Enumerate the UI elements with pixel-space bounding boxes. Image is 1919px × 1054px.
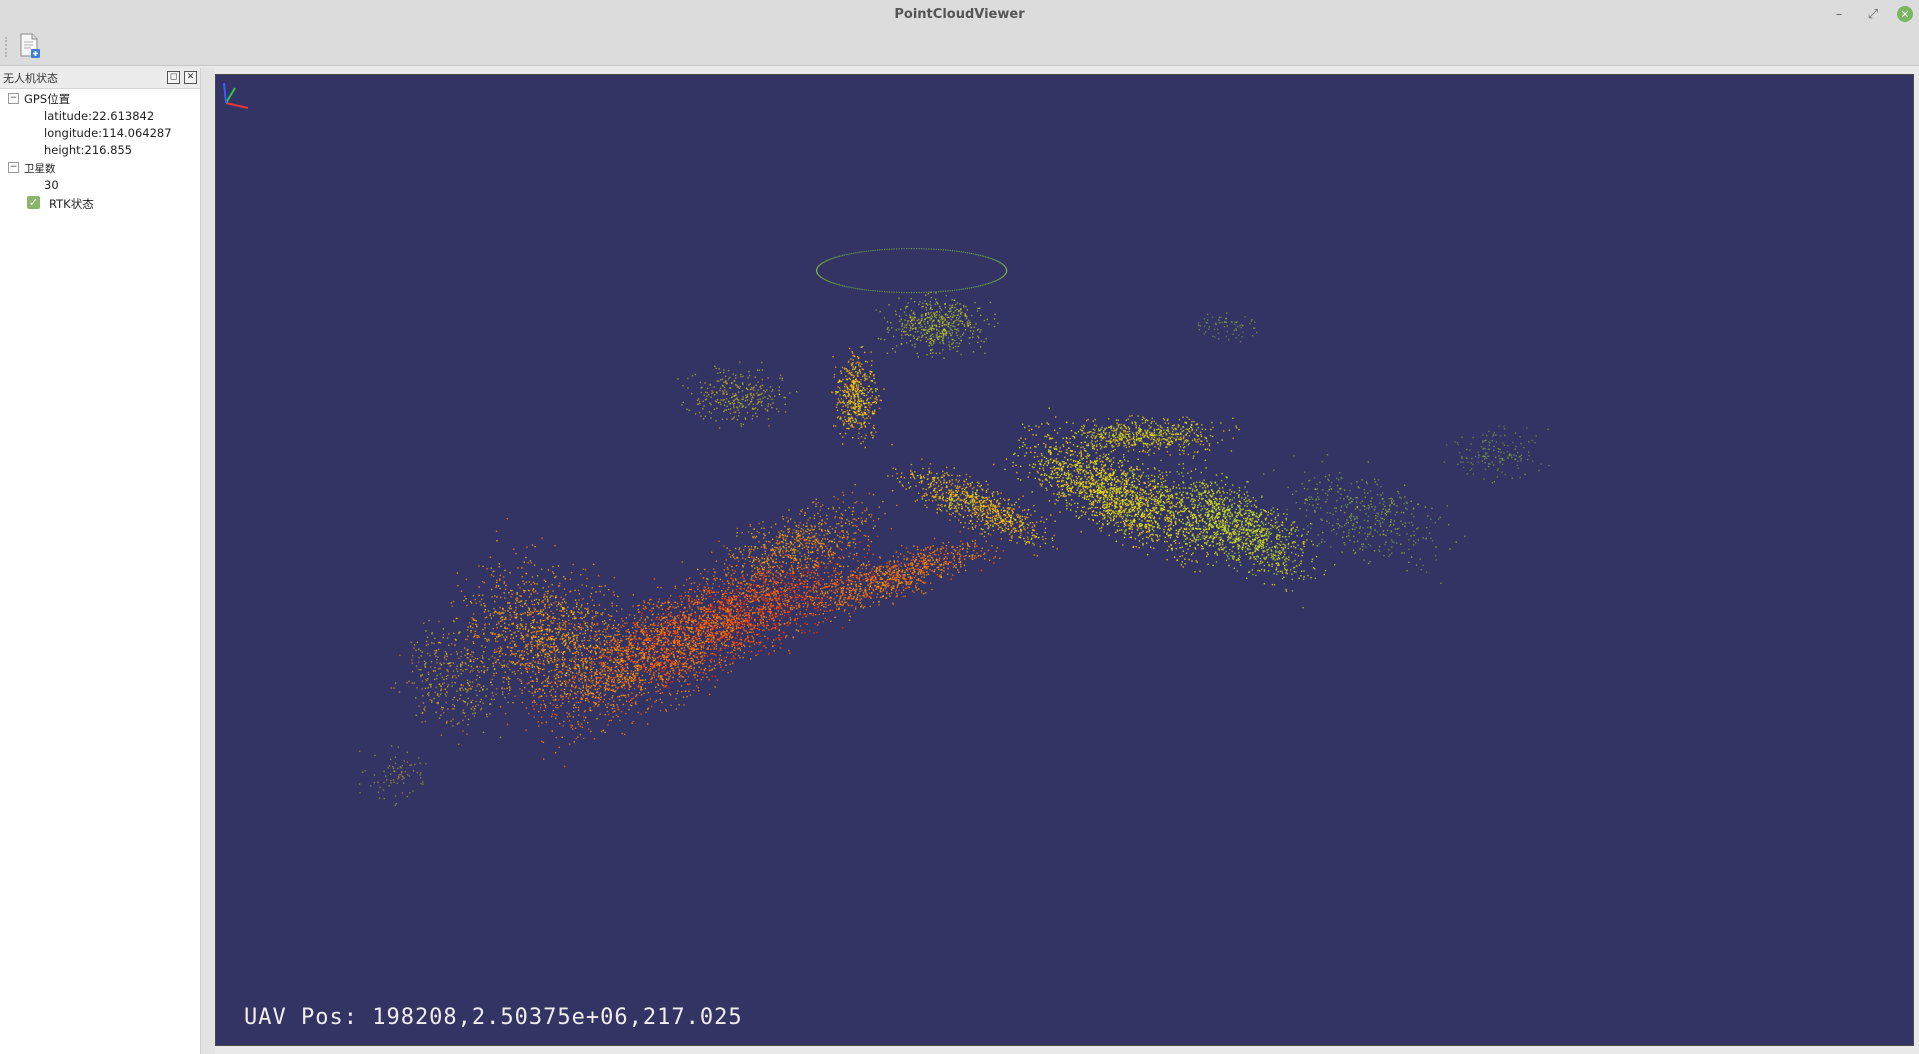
new-file-icon (20, 33, 40, 58)
satellite-count: 30 (44, 178, 59, 192)
close-button[interactable]: ✕ (1897, 6, 1913, 22)
new-file-button[interactable] (16, 32, 44, 60)
gps-label: GPS位置 (24, 92, 71, 106)
restore-button[interactable]: ⤢ (1867, 6, 1879, 22)
axes-gizmo-icon (223, 82, 249, 109)
toolbar-grip[interactable] (5, 37, 9, 57)
dock-header: 无人机状态 ◻ ✕ (0, 68, 200, 89)
dock-title: 无人机状态 (3, 72, 58, 85)
rtk-label: RTK状态 (49, 197, 94, 211)
tree-item-gps[interactable]: GPS位置 (24, 91, 70, 107)
gps-collapse-toggle[interactable]: − (8, 93, 19, 104)
uav-status-dock: 无人机状态 ◻ ✕ − GPS位置 latitude:22.613842 lon… (0, 68, 201, 1054)
point-cloud (358, 248, 1550, 806)
satellites-collapse-toggle[interactable]: − (8, 162, 19, 173)
minimize-button[interactable]: – (1835, 6, 1843, 22)
uav-position-readout: UAV Pos: 198208,2.50375e+06,217.025 (244, 1005, 743, 1030)
rtk-checkbox[interactable]: ✓ (27, 196, 40, 209)
latitude-value: latitude:22.613842 (44, 109, 155, 123)
height-value: height:216.855 (44, 143, 133, 157)
title-bar: PointCloudViewer – ⤢ ✕ (0, 0, 1919, 28)
window-controls: – ⤢ ✕ (1829, 4, 1913, 24)
dock-float-button[interactable]: ◻ (167, 71, 180, 84)
point-cloud-viewport[interactable]: UAV Pos: 198208,2.50375e+06,217.025 (215, 74, 1914, 1046)
dock-close-button[interactable]: ✕ (184, 71, 197, 84)
splitter[interactable] (201, 68, 215, 1054)
dock-buttons: ◻ ✕ (167, 71, 197, 84)
longitude-value: longitude:114.064287 (44, 126, 172, 140)
window-title: PointCloudViewer (894, 6, 1025, 22)
main-toolbar (0, 28, 1919, 66)
tree-item-satellites[interactable]: 卫星数 (24, 163, 56, 175)
